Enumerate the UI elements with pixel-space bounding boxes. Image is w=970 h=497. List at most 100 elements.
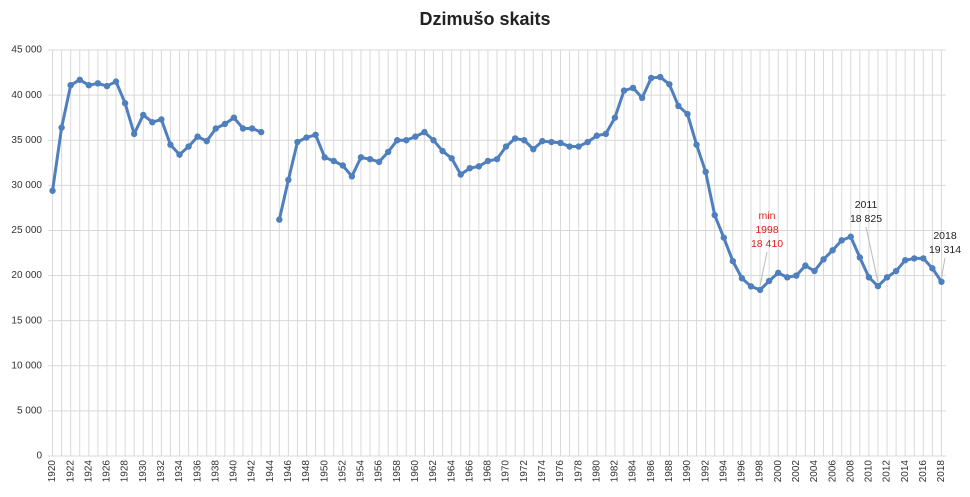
x-tick-label: 1926 (102, 460, 113, 483)
point (321, 154, 328, 161)
point (239, 125, 247, 132)
point (67, 81, 74, 89)
x-tick-label: 1978 (573, 460, 584, 483)
point (593, 132, 600, 139)
x-tick-label: 1972 (519, 460, 530, 483)
point (384, 148, 392, 156)
x-tick-label: 1940 (229, 460, 240, 483)
point (638, 94, 646, 102)
point (421, 128, 428, 136)
point (103, 82, 111, 90)
x-tick-label: 1976 (555, 460, 566, 483)
point (439, 147, 446, 155)
point (521, 137, 528, 144)
point (257, 128, 265, 136)
x-tick-label: 1984 (628, 460, 639, 483)
x-tick-label: 1928 (120, 460, 131, 483)
point (502, 143, 510, 150)
y-tick-label: 40 000 (11, 90, 42, 101)
point (901, 257, 909, 264)
annotation: 18 410 (751, 238, 783, 250)
x-tick-label: 1960 (410, 460, 421, 483)
annotation-pointer (759, 251, 768, 287)
point (793, 272, 800, 279)
x-tick-label: 1936 (192, 460, 203, 483)
y-tick-label: 15 000 (11, 315, 42, 326)
annotation-pointer (865, 226, 879, 283)
x-tick-label: 1924 (83, 460, 94, 483)
point (838, 237, 845, 244)
annotation-pointer (940, 257, 946, 278)
point (85, 81, 93, 89)
point (648, 74, 655, 82)
x-tick-label: 1964 (446, 460, 457, 483)
point (121, 100, 129, 107)
y-tick-label: 20 000 (11, 270, 42, 281)
x-tick-label: 1948 (301, 460, 312, 483)
x-tick-label: 1996 (737, 460, 748, 483)
point (929, 265, 936, 272)
point (348, 173, 356, 180)
annotation: 2018 (933, 230, 957, 242)
x-tick-label: 2008 (845, 460, 856, 483)
point (802, 262, 809, 269)
point (602, 130, 610, 138)
point (657, 73, 664, 81)
point (176, 151, 183, 158)
point (366, 155, 374, 163)
x-tick-label: 1958 (392, 460, 403, 483)
x-tick-label: 2012 (882, 460, 893, 483)
y-tick-label: 10 000 (11, 360, 42, 371)
point (693, 141, 700, 148)
x-tick-label: 1992 (700, 460, 711, 483)
y-tick-label: 0 (36, 451, 42, 462)
point (811, 267, 818, 275)
x-tick-label: 2014 (900, 460, 911, 483)
point (702, 168, 709, 175)
y-tick-label: 5 000 (17, 406, 42, 417)
point (756, 286, 764, 294)
point (820, 256, 827, 263)
point (294, 138, 301, 146)
point (566, 143, 573, 150)
point (339, 162, 346, 169)
y-tick-label: 35 000 (11, 135, 42, 146)
point (829, 247, 836, 254)
x-tick-label: 1982 (610, 460, 621, 483)
point (285, 176, 292, 184)
point (666, 81, 673, 88)
point (412, 133, 419, 140)
point (230, 114, 238, 121)
point (394, 137, 401, 144)
x-tick-label: 2004 (809, 460, 820, 483)
point (575, 143, 582, 150)
point (58, 124, 65, 131)
point (720, 234, 727, 241)
point (892, 267, 900, 275)
x-tick-label: 1956 (374, 460, 385, 483)
point (149, 118, 156, 126)
point (738, 275, 746, 282)
point (248, 125, 256, 132)
point (158, 116, 165, 123)
point (448, 155, 455, 162)
x-tick-label: 1966 (464, 460, 475, 483)
point (511, 135, 519, 142)
x-tick-label: 2018 (936, 460, 947, 483)
point (920, 255, 927, 262)
point (620, 87, 628, 94)
point (911, 255, 918, 262)
point (276, 216, 283, 223)
point (874, 282, 882, 290)
x-tick-label: 1990 (682, 460, 693, 483)
x-tick-label: 1998 (755, 460, 766, 483)
point (185, 143, 192, 150)
point (484, 157, 492, 165)
annotation: min (759, 210, 776, 222)
x-tick-label: 1932 (156, 460, 167, 483)
x-tick-label: 1942 (247, 460, 258, 483)
x-tick-label: 1986 (646, 460, 657, 483)
point (49, 187, 56, 194)
x-tick-label: 1962 (428, 460, 439, 483)
x-tick-label: 1950 (319, 460, 330, 483)
